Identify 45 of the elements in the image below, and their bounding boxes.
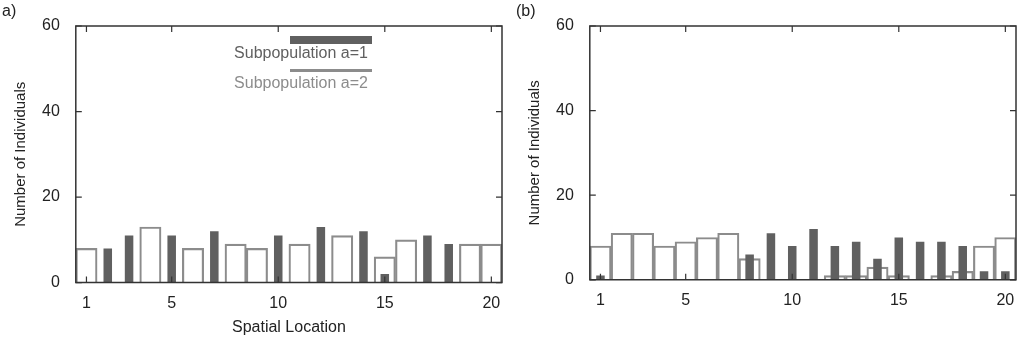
y-axis-title: Number of Individuals (11, 81, 29, 227)
x-tick-label: 20 (482, 293, 501, 311)
bar (444, 244, 453, 283)
bar (915, 241, 925, 280)
bar (830, 245, 840, 280)
x-tick-label: 5 (681, 290, 691, 308)
bar (359, 231, 368, 283)
x-tick-label: 1 (596, 290, 605, 308)
bar (851, 241, 861, 280)
bar (787, 245, 797, 280)
bar (273, 235, 283, 283)
bar (423, 235, 432, 283)
x-tick-label: 20 (996, 290, 1015, 308)
text: Subpopulation a=1 (234, 44, 369, 62)
x-tick-label: 15 (375, 293, 394, 311)
bar (103, 248, 113, 283)
y-tick-label: 0 (564, 270, 574, 288)
text: Subpopulation a=2 (234, 74, 369, 92)
x-tick-label: 10 (783, 290, 802, 308)
chart-title: a) (2, 2, 17, 20)
y-tick-label: 40 (556, 101, 574, 119)
bar (167, 235, 176, 283)
y-tick-label: 60 (42, 16, 60, 34)
y-axis-title: Number of Individuals (525, 80, 543, 226)
y-tick-label: 40 (42, 101, 60, 119)
bar (210, 231, 219, 283)
bar (809, 229, 818, 280)
bar (873, 258, 882, 280)
x-axis-title: Spatial Location (231, 317, 346, 335)
bar (1001, 271, 1010, 280)
x-tick-label: 1 (82, 293, 91, 311)
y-tick-label: 20 (42, 187, 60, 205)
y-tick-label: 20 (556, 185, 574, 203)
x-tick-label: 10 (269, 293, 288, 311)
y-tick-label: 0 (50, 273, 60, 291)
y-tick-label: 60 (556, 16, 574, 34)
bar (745, 254, 754, 280)
bar (937, 241, 946, 280)
bar (316, 227, 326, 283)
bar (766, 233, 776, 280)
x-tick-label: 5 (167, 293, 177, 311)
bar (958, 245, 967, 280)
chart-title: (b) (516, 2, 536, 20)
x-tick-label: 15 (889, 290, 908, 308)
bar (124, 235, 134, 283)
